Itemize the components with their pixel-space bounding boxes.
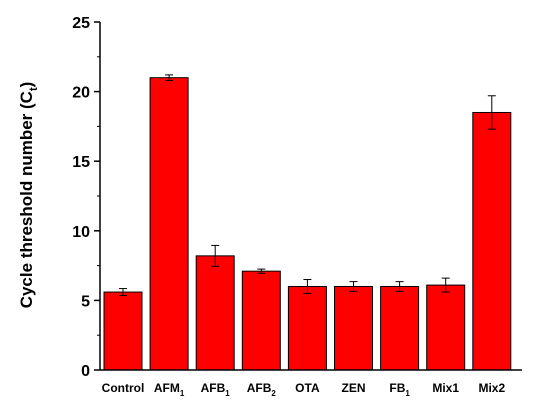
error-bar-6 [395,281,404,292]
bar-3 [241,270,281,371]
y-tick-label-2: 10 [72,224,90,241]
y-axis-title-main: Cycle threshold number (C [17,91,36,308]
error-bar-3 [257,268,266,274]
x-tick-label-1: AFM1 [154,381,185,398]
error-bar-4 [303,279,312,294]
bar-7 [426,284,466,371]
bars-group [103,77,512,371]
y-ticks-group: 0 5 10 15 20 25 [72,15,100,380]
svg-text:Cycle threshold number (Ct): Cycle threshold number (Ct) [17,82,40,309]
y-axis-title-end: ) [17,82,36,88]
error-bars-group [119,74,496,297]
x-labels-group: Control AFM1 AFB1 AFB2 OTA ZEN FB1 Mix1 Mix2 [102,381,506,398]
bar-2 [195,255,235,371]
y-axis-title: Cycle threshold number (Ct) [17,82,40,309]
x-tick-label-7: Mix1 [432,381,459,395]
error-bar-2 [211,244,220,267]
bar-5 [334,285,373,371]
error-bar-7 [441,277,450,293]
x-tick-label-5: ZEN [342,381,366,395]
bar-4 [287,285,327,371]
y-tick-label-4: 20 [72,85,90,102]
bar-8 [472,111,512,371]
x-tick-label-8: Mix2 [478,381,505,395]
y-axis-title-subscript: t [28,87,40,91]
error-bar-5 [349,281,358,292]
y-tick-label-1: 5 [81,293,90,310]
x-tick-label-3: AFB2 [247,381,277,398]
error-bar-8 [487,95,496,130]
y-tick-label-0: 0 [81,363,90,380]
error-bar-0 [119,288,127,297]
bar-0 [103,291,143,371]
bar-6 [380,285,420,371]
x-tick-label-0: Control [102,381,145,395]
bar-1 [149,77,189,371]
y-tick-label-5: 25 [72,15,90,32]
x-tick-label-6: FB1 [389,381,410,398]
y-tick-label-3: 15 [72,154,90,171]
x-tick-label-2: AFB1 [201,381,231,398]
x-tick-label-4: OTA [295,381,320,395]
error-bar-1 [165,74,174,81]
